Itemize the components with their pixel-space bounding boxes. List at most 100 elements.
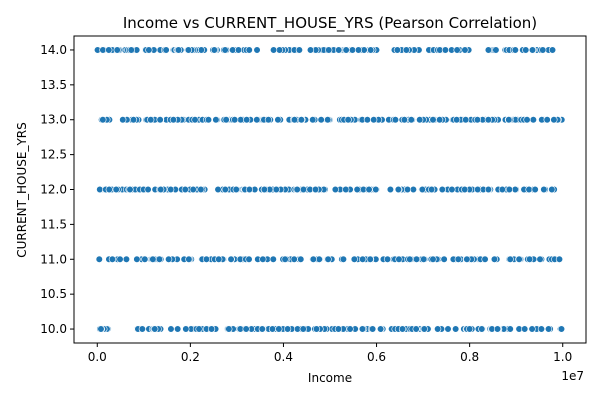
points-layer [93, 46, 566, 333]
data-point [253, 116, 261, 124]
data-point [151, 325, 159, 333]
data-point [366, 255, 374, 263]
data-point [370, 116, 378, 124]
data-point [127, 46, 135, 54]
data-point [383, 255, 392, 263]
data-point [126, 185, 134, 194]
data-point [440, 255, 448, 263]
data-point [197, 185, 205, 194]
data-point [344, 116, 352, 124]
data-point [461, 46, 469, 54]
data-point [174, 325, 182, 333]
data-point [407, 116, 415, 124]
data-point [555, 255, 564, 263]
data-point [334, 325, 343, 333]
data-point [395, 255, 403, 263]
data-point [221, 46, 229, 54]
data-point [210, 46, 218, 54]
data-point [174, 46, 183, 54]
data-point [484, 46, 493, 54]
x-axis: 0.0 0.2 0.4 0.6 0.8 1.0 [88, 343, 572, 364]
data-point [119, 116, 127, 124]
data-point [227, 255, 235, 263]
x-tick-label: 1.0 [553, 350, 572, 364]
data-point [557, 325, 566, 333]
data-point [204, 116, 213, 124]
data-point [195, 325, 203, 333]
data-point [436, 116, 444, 124]
data-point [369, 325, 377, 333]
data-point [420, 255, 428, 263]
data-point [95, 255, 103, 263]
y-tick-label: 11.5 [40, 217, 67, 231]
data-point [462, 116, 470, 124]
data-point [463, 255, 471, 263]
data-point [290, 255, 298, 263]
data-point [406, 255, 414, 263]
data-point [169, 116, 178, 124]
data-point [429, 255, 437, 263]
data-point [215, 255, 223, 263]
data-point [212, 116, 220, 124]
data-point [145, 46, 153, 54]
data-point [525, 185, 533, 194]
data-point [403, 185, 412, 194]
y-tick-label: 11.0 [40, 252, 67, 266]
data-point [505, 185, 514, 194]
data-point [324, 116, 332, 124]
data-point [473, 116, 482, 124]
data-point [225, 325, 233, 333]
data-point [429, 116, 437, 124]
data-point [346, 325, 354, 333]
data-point [191, 116, 199, 124]
data-point [317, 116, 325, 124]
data-point [434, 325, 442, 333]
y-tick-label: 10.5 [40, 287, 67, 301]
data-point [331, 185, 339, 194]
data-point [363, 116, 372, 124]
data-point [311, 185, 320, 194]
data-point [309, 116, 317, 124]
data-point [141, 255, 149, 263]
data-point [324, 255, 332, 263]
data-point [452, 325, 460, 333]
data-point [237, 116, 245, 124]
x-axis-scale-label: 1e7 [561, 369, 584, 383]
data-point [365, 185, 373, 194]
data-point [116, 255, 124, 263]
data-point [259, 255, 267, 263]
data-point [149, 255, 157, 263]
data-point [275, 325, 283, 333]
data-point [156, 116, 164, 124]
y-tick-label: 14.0 [40, 43, 67, 57]
data-point [189, 185, 197, 194]
data-point [253, 46, 261, 54]
data-point [234, 46, 243, 54]
y-tick-label: 12.0 [40, 183, 67, 197]
data-point [182, 325, 190, 333]
data-point [453, 46, 461, 54]
data-point [165, 255, 173, 263]
y-tick-label: 10.0 [40, 322, 67, 336]
data-point [398, 325, 407, 333]
x-axis-label: Income [308, 371, 352, 385]
data-point [99, 116, 107, 124]
data-point [453, 116, 461, 124]
data-point [391, 116, 400, 124]
data-point [105, 185, 113, 194]
data-point [523, 116, 531, 124]
data-point [264, 116, 273, 124]
data-point [299, 325, 307, 333]
data-point [181, 185, 189, 194]
data-point [342, 46, 350, 54]
data-point [367, 46, 375, 54]
x-tick-label: 0.2 [181, 350, 200, 364]
data-point [505, 116, 513, 124]
x-tick-label: 0.0 [88, 350, 107, 364]
data-point [325, 46, 333, 54]
data-point [155, 255, 164, 263]
data-point [377, 325, 385, 333]
data-point [184, 46, 193, 54]
data-point [260, 185, 268, 194]
data-point [528, 325, 536, 333]
